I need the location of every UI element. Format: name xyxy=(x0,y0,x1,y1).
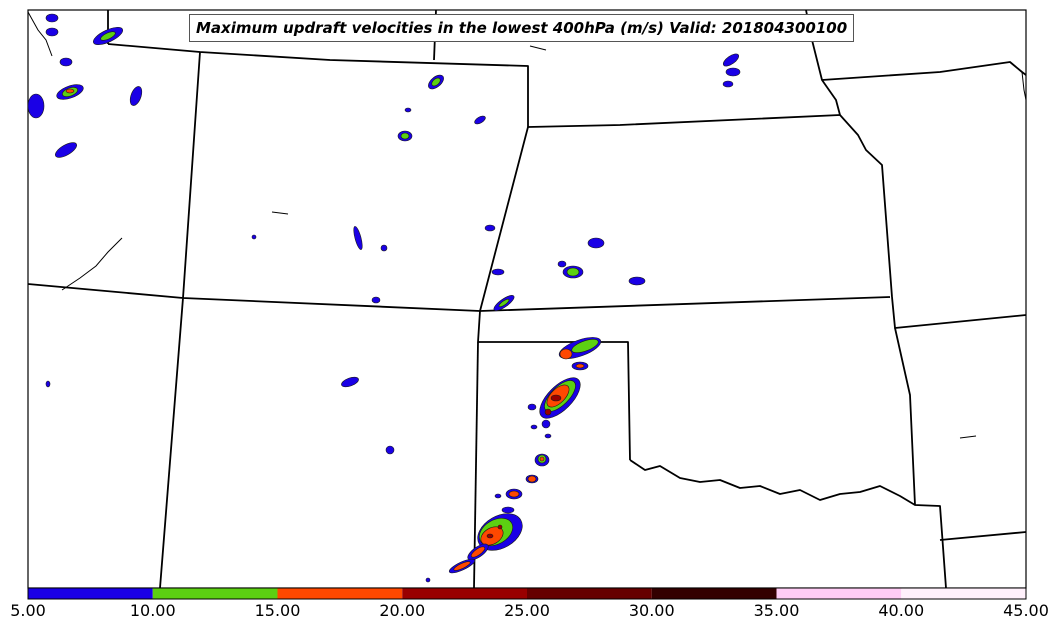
colorbar-tick-label: 45.00 xyxy=(1003,601,1049,620)
kansas-border-south xyxy=(479,296,891,312)
colorbar-tick-label: 10.00 xyxy=(129,601,176,620)
map-frame xyxy=(27,9,1027,589)
hydro-lines xyxy=(27,11,1027,439)
colorbar-segment xyxy=(901,588,1026,599)
colorbar-segment xyxy=(277,588,403,599)
arkansas-border-west xyxy=(894,327,916,506)
missouri-border xyxy=(839,114,893,298)
colorbar-segment xyxy=(28,588,153,599)
colorbar-tick-label: 25.00 xyxy=(504,601,550,620)
nebraska-border xyxy=(527,114,841,128)
colorbar-tick-label: 5.00 xyxy=(10,601,46,620)
colorbar-segment xyxy=(651,588,777,599)
colorbar-tick-label: 20.00 xyxy=(379,601,426,620)
colorbar-tick-label: 35.00 xyxy=(753,601,800,620)
louisiana-border xyxy=(939,531,1027,541)
colorbar xyxy=(27,587,1027,600)
new-mexico-border xyxy=(473,341,479,589)
colorbar-segment xyxy=(527,588,652,599)
colorbar-tick-label: 40.00 xyxy=(878,601,925,620)
red-river-border xyxy=(629,459,947,589)
utah-border xyxy=(27,283,184,589)
oklahoma-panhandle-border xyxy=(477,310,631,461)
colorbar-segment xyxy=(776,588,902,599)
colorbar-outline xyxy=(27,587,1027,600)
wyoming-border-north xyxy=(107,43,529,127)
colorbar-tick-label: 15.00 xyxy=(254,601,301,620)
map-title: Maximum updraft velocities in the lowest… xyxy=(189,14,855,42)
colorbar-segment xyxy=(152,588,278,599)
colorado-border xyxy=(182,51,529,312)
updraft-contours xyxy=(27,13,741,583)
colorbar-tick-label: 30.00 xyxy=(628,601,675,620)
state-borders xyxy=(27,9,1027,589)
iowa-border-south xyxy=(821,61,1027,81)
colorbar-segment xyxy=(402,588,527,599)
